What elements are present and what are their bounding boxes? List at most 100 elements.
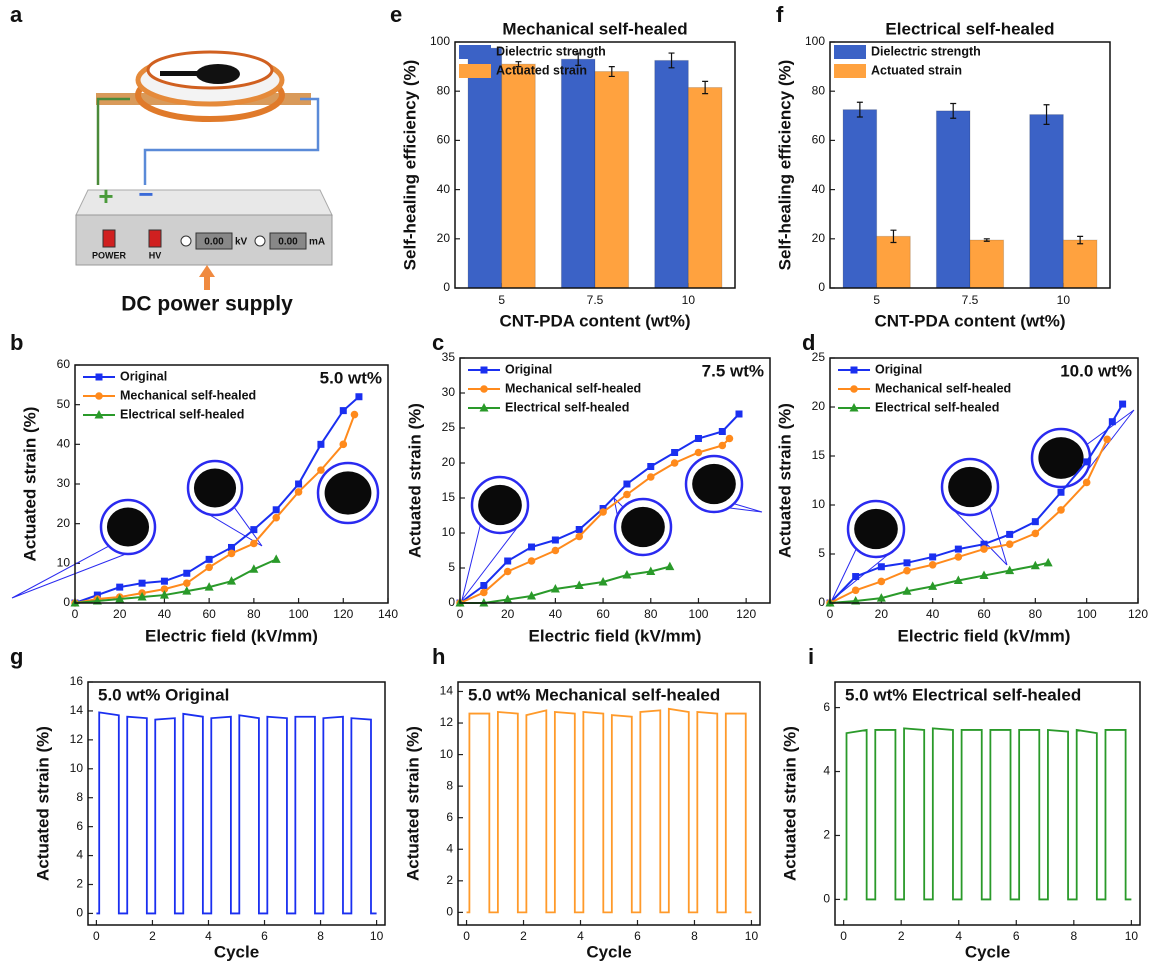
legend-label: Electrical self-healed: [875, 400, 999, 414]
inset-sample: [478, 485, 522, 525]
marker: [852, 586, 860, 594]
marker: [317, 466, 325, 474]
x-tick-label: 10: [370, 929, 384, 943]
marker: [272, 554, 281, 563]
y-tick-label: 2: [76, 877, 83, 891]
marker: [647, 473, 655, 481]
marker: [665, 562, 674, 571]
marker: [1109, 418, 1116, 425]
panel-label: g: [10, 644, 23, 669]
x-tick-label: 6: [261, 929, 268, 943]
display-unit: kV: [235, 237, 248, 248]
x-tick-label: 10: [682, 293, 696, 307]
y-axis-label: Self-healing efficiency (%): [400, 60, 419, 271]
y-tick-label: 30: [57, 476, 71, 490]
supply-top: [76, 190, 332, 215]
x-tick-label: 40: [158, 607, 172, 621]
y-tick-label: 10: [440, 747, 454, 761]
y-axis-label: Actuated strain (%): [780, 726, 799, 881]
marker: [671, 459, 679, 467]
plus-sign: +: [98, 181, 113, 211]
y-tick-label: 20: [812, 399, 826, 413]
y-axis-label: Actuated strain (%): [403, 726, 422, 881]
x-tick-label: 80: [247, 607, 261, 621]
x-tick-label: 4: [205, 929, 212, 943]
marker: [228, 550, 236, 558]
bar: [1063, 240, 1097, 288]
panel: b0102030405060Electric field (kV/mm)Actu…: [10, 330, 398, 646]
y-tick-label: 12: [70, 732, 84, 746]
y-tick-label: 60: [812, 133, 826, 147]
y-tick-label: 20: [437, 231, 451, 245]
y-tick-label: 8: [446, 778, 453, 792]
y-tick-label: 0: [448, 595, 455, 609]
y-tick-label: 4: [446, 841, 453, 855]
y-tick-label: 6: [823, 700, 830, 714]
x-tick-label: 100: [688, 607, 708, 621]
y-tick-label: 50: [57, 397, 71, 411]
switch: [103, 230, 115, 247]
x-tick-label: 8: [317, 929, 324, 943]
inset-sample: [854, 509, 898, 549]
marker: [955, 546, 962, 553]
panel-label: b: [10, 330, 23, 355]
x-tick-label: 20: [113, 607, 127, 621]
marker: [695, 449, 703, 457]
x-tick-label: 0: [463, 929, 470, 943]
marker: [878, 578, 886, 586]
y-tick-label: 6: [76, 819, 83, 833]
x-axis-label: CNT-PDA content (wt%): [874, 311, 1065, 330]
minus-sign: −: [138, 179, 153, 209]
x-tick-label: 6: [634, 929, 641, 943]
annotation: 5.0 wt% Original: [98, 685, 229, 704]
wire: [145, 99, 318, 185]
inset-sample: [107, 508, 149, 547]
switch: [149, 230, 161, 247]
y-tick-label: 0: [63, 595, 70, 609]
switch-label: POWER: [92, 250, 127, 260]
y-tick-label: 80: [437, 83, 451, 97]
x-axis-label: Cycle: [214, 942, 259, 961]
series-line: [830, 563, 1048, 603]
legend-label: Actuated strain: [871, 63, 962, 77]
x-tick-label: 80: [644, 607, 658, 621]
legend-marker: [95, 392, 103, 400]
x-tick-label: 0: [457, 607, 464, 621]
marker: [161, 578, 168, 585]
panel: h02468101214CycleActuated strain (%)0246…: [403, 644, 760, 962]
marker: [206, 556, 213, 563]
y-tick-label: 60: [437, 133, 451, 147]
marker: [183, 570, 190, 577]
x-tick-label: 10: [1125, 929, 1139, 943]
marker: [552, 547, 560, 555]
display-unit: mA: [309, 237, 325, 248]
bar: [502, 64, 536, 288]
legend-swatch: [834, 45, 866, 59]
marker: [1057, 506, 1065, 514]
y-tick-label: 16: [70, 674, 84, 688]
x-tick-label: 5: [498, 293, 505, 307]
bar: [688, 88, 722, 288]
legend-label: Mechanical self-healed: [505, 381, 641, 395]
x-tick-label: 20: [501, 607, 515, 621]
x-axis-label: CNT-PDA content (wt%): [499, 311, 690, 330]
x-tick-label: 40: [926, 607, 940, 621]
bar: [1030, 115, 1064, 288]
marker: [528, 557, 536, 565]
x-tick-label: 120: [1128, 607, 1148, 621]
legend-label: Dielectric strength: [871, 44, 981, 58]
marker: [139, 580, 146, 587]
marker: [955, 553, 963, 561]
marker: [273, 506, 280, 513]
panel-label: a: [10, 2, 23, 27]
panel: d0510152025Electric field (kV/mm)Actuate…: [775, 330, 1148, 646]
marker: [671, 449, 678, 456]
marker: [929, 553, 936, 560]
inset-sample: [692, 464, 736, 504]
y-tick-label: 0: [443, 280, 450, 294]
y-tick-label: 35: [442, 350, 456, 364]
y-tick-label: 60: [57, 357, 71, 371]
x-tick-label: 140: [378, 607, 398, 621]
